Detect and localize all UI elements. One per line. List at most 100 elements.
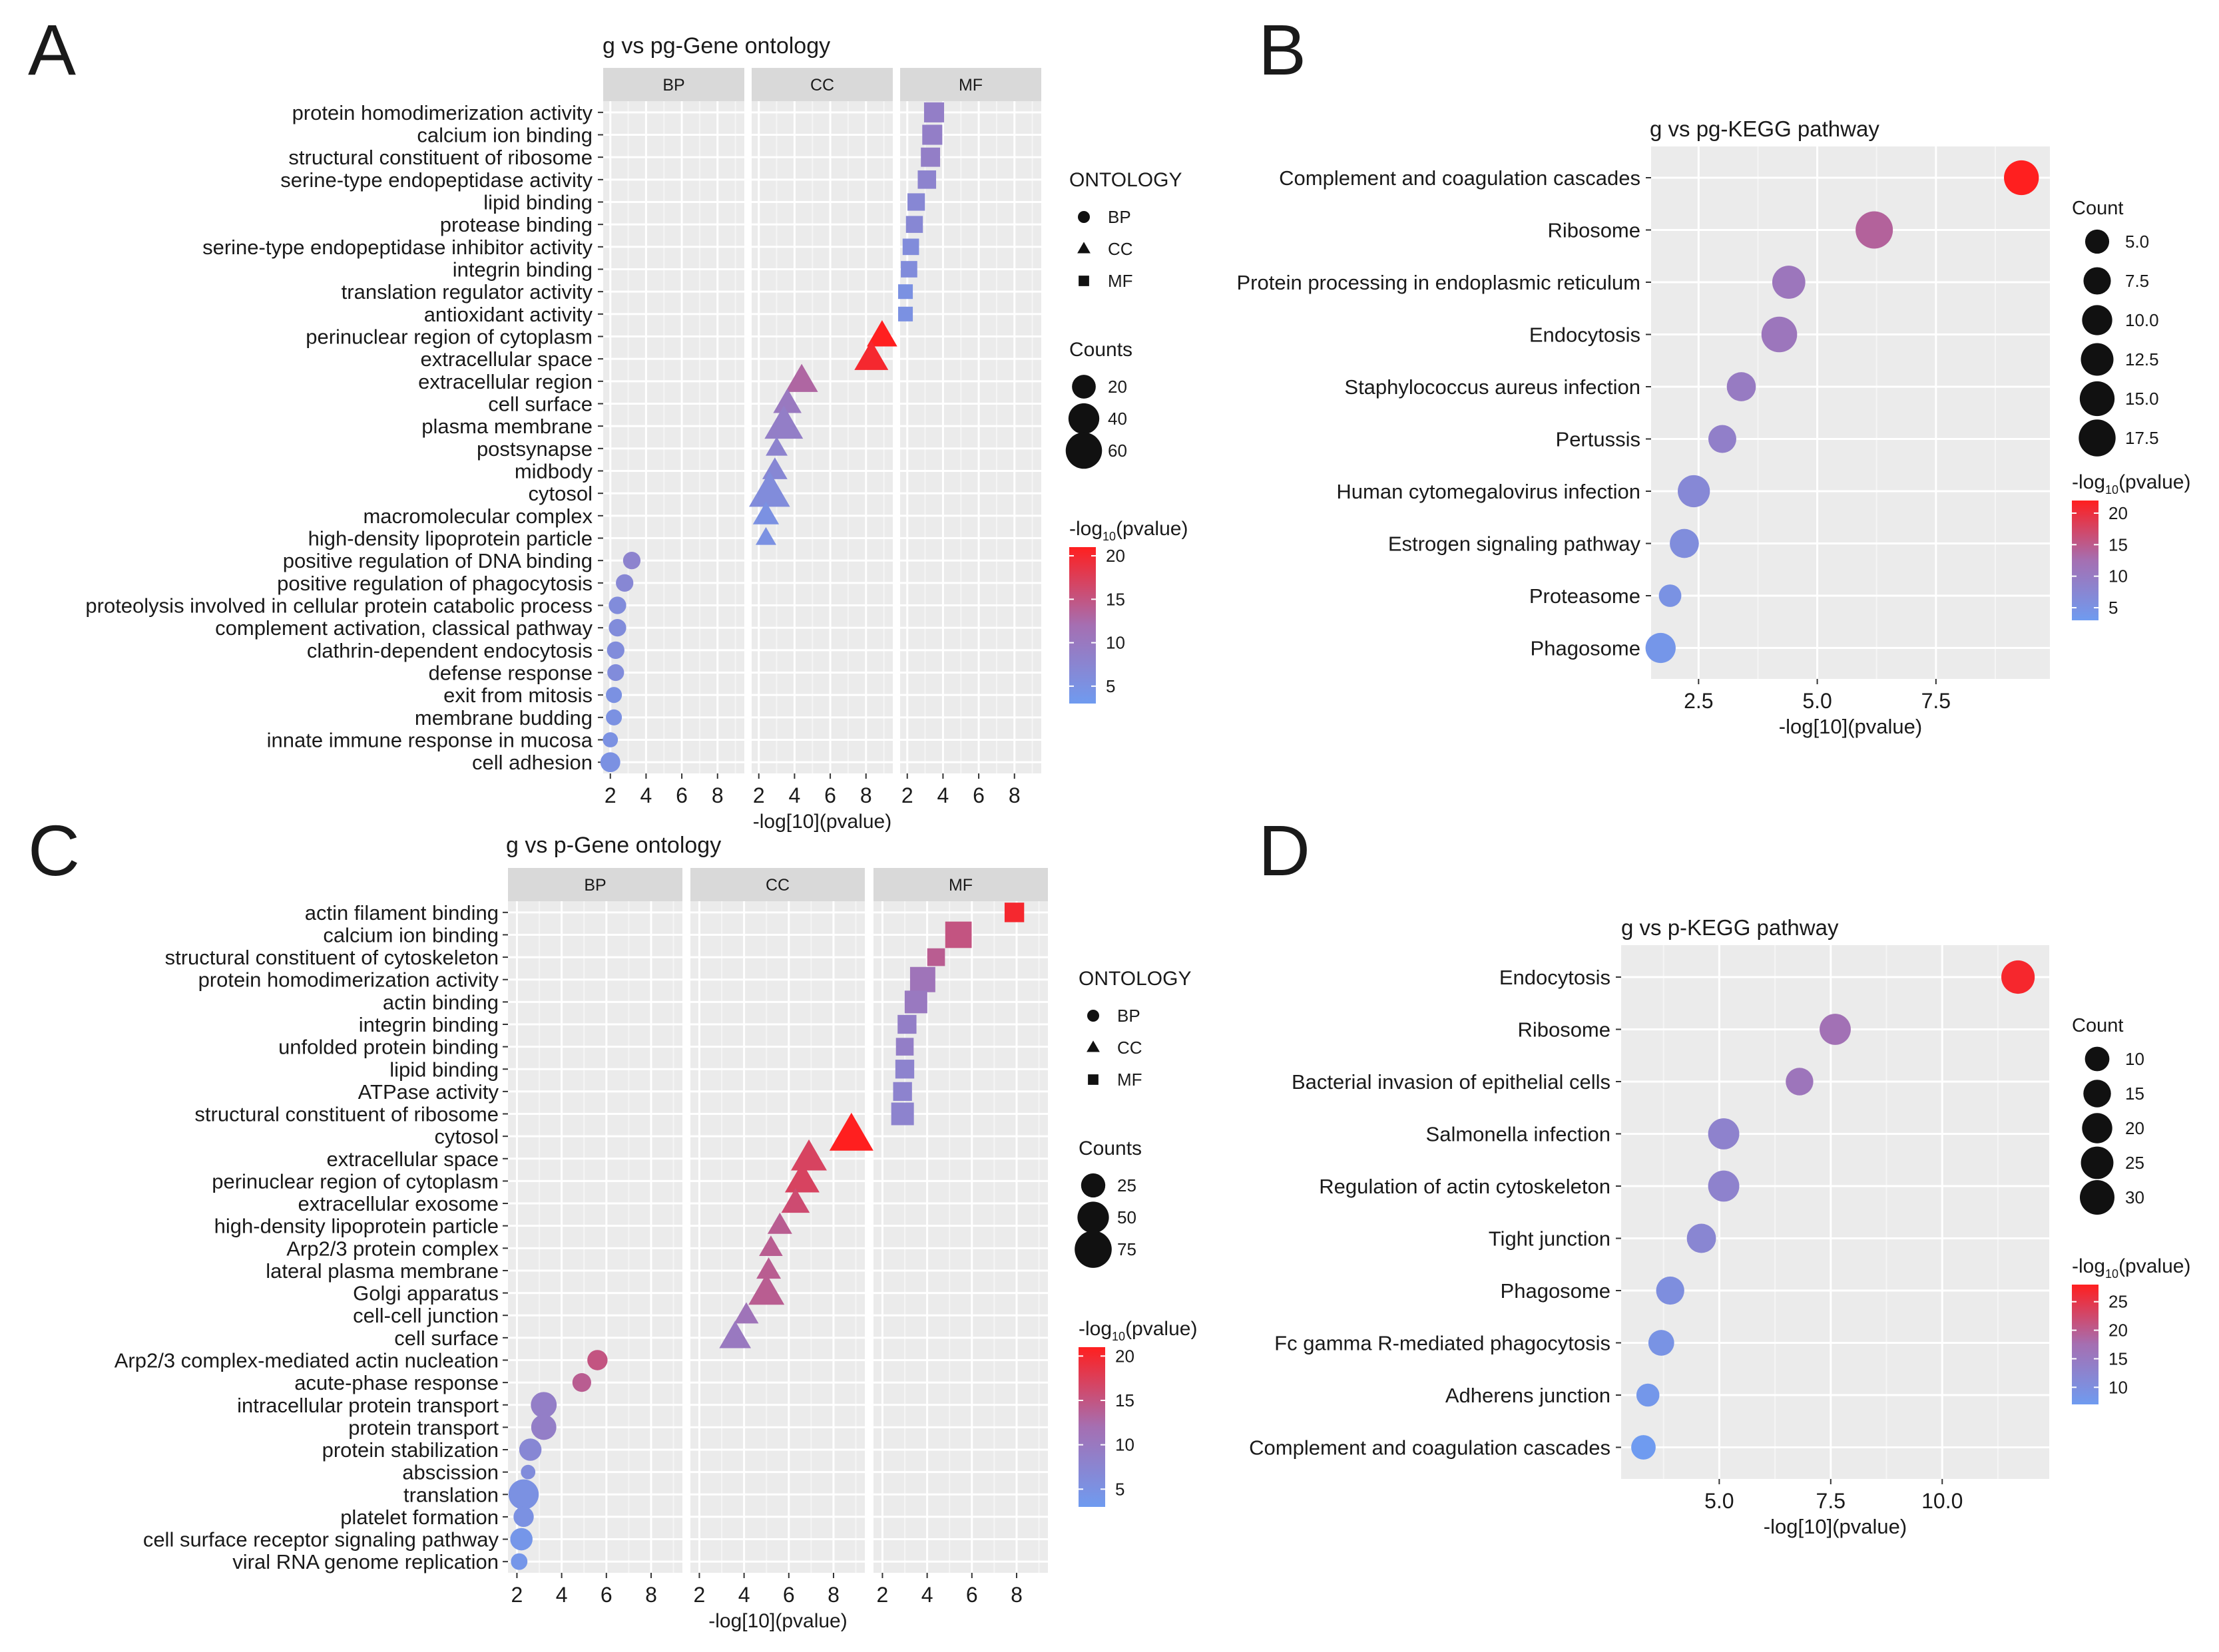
y-tick-label: antioxidant activity (424, 303, 593, 326)
y-tick-label: Salmonella infection (1426, 1123, 1610, 1146)
y-tick-label: protein transport (348, 1416, 499, 1439)
y-tick-label: structural constituent of ribosome (194, 1103, 499, 1126)
x-tick-label: 2 (877, 1583, 889, 1607)
data-point (609, 619, 626, 637)
colorbar-tick-label: 5 (1106, 676, 1115, 696)
legend-size-swatch (2082, 305, 2112, 335)
x-tick-label: 7.5 (1816, 1489, 1846, 1513)
facet-strip-cc (690, 868, 865, 901)
data-point (895, 1038, 914, 1056)
legend-size-swatch (1065, 432, 1103, 469)
legend-label: 10.0 (2125, 310, 2159, 330)
x-tick-label: 2 (511, 1583, 523, 1607)
y-tick-label: integrin binding (453, 258, 593, 282)
data-point (1708, 425, 1736, 453)
legend-shape (1079, 276, 1089, 286)
facet-label: CC (810, 76, 834, 95)
data-point (1670, 528, 1699, 558)
legend-title: Counts (1069, 339, 1132, 361)
data-point (907, 193, 925, 211)
y-tick-label: platelet formation (340, 1506, 499, 1529)
colorbar (2072, 1285, 2098, 1404)
legend-label: 10 (2125, 1049, 2144, 1069)
colorbar-tick-label: 20 (1106, 546, 1125, 566)
y-tick-label: cytosol (435, 1125, 499, 1148)
y-tick-label: membrane budding (415, 706, 593, 729)
y-tick-label: structural constituent of cytoskeleton (165, 946, 499, 969)
y-tick-label: Protein processing in endoplasmic reticu… (1236, 271, 1640, 294)
x-tick-label: 7.5 (1921, 689, 1951, 713)
x-tick-label: 6 (601, 1583, 613, 1607)
legend-label: 17.5 (2125, 428, 2159, 448)
data-point (829, 1112, 873, 1151)
facet-strip-mf (873, 868, 1048, 901)
data-point (752, 501, 780, 524)
y-tick-label: exit from mitosis (443, 684, 593, 707)
colorbar-tick-label: 20 (2108, 503, 2128, 523)
x-tick-label: 4 (789, 783, 801, 807)
y-tick-label: cell adhesion (472, 751, 593, 774)
data-point (784, 1162, 820, 1193)
x-tick-label: 8 (1011, 1583, 1023, 1607)
legend-size-swatch (2080, 1180, 2114, 1215)
legend-size-swatch (2079, 381, 2115, 417)
y-tick-label: serine-type endopeptidase inhibitor acti… (202, 236, 593, 259)
data-point (922, 124, 943, 145)
y-tick-label: Ribosome (1517, 1018, 1610, 1042)
y-tick-label: Phagosome (1531, 637, 1640, 660)
y-tick-label: cell surface (488, 393, 593, 416)
y-tick-label: lipid binding (389, 1058, 499, 1081)
facet-label: CC (766, 876, 790, 895)
facet-label: MF (959, 76, 983, 95)
y-tick-label: viral RNA genome replication (232, 1550, 499, 1573)
legend-size-swatch (1075, 1231, 1112, 1268)
legend-size-swatch (2085, 229, 2110, 254)
y-tick-label: extracellular exosome (298, 1192, 499, 1215)
legend-label: 15.0 (2125, 389, 2159, 409)
y-tick-label: lateral plasma membrane (266, 1259, 499, 1283)
colorbar-tick-label: 10 (1115, 1435, 1134, 1455)
colorbar-tick-label: 15 (1106, 589, 1125, 609)
facet-strip-bp (603, 68, 744, 101)
y-tick-label: Arp2/3 complex-mediated actin nucleation (115, 1348, 499, 1372)
legend-size-swatch (1077, 1201, 1109, 1233)
legend-size-swatch (1081, 1173, 1106, 1198)
data-point (2004, 160, 2039, 196)
legend-label: 12.5 (2125, 349, 2159, 369)
data-point (755, 526, 776, 545)
y-tick-label: extracellular region (418, 370, 593, 393)
legend-title: ONTOLOGY (1069, 169, 1182, 191)
y-tick-label: midbody (515, 460, 593, 483)
data-point (607, 641, 624, 659)
go-panel-c: g vs p-Gene ontology BP 2 4 6 8 CC 2 4 6 8 MF 2 4 6 8 ac… (115, 833, 1198, 1632)
y-tick-label: cell surface (394, 1327, 499, 1350)
data-point (606, 687, 622, 704)
colorbar-tick-label: 25 (2108, 1292, 2128, 1312)
x-tick-label: 6 (973, 783, 985, 807)
data-point (734, 1302, 759, 1324)
data-point (1708, 1118, 1740, 1149)
y-tick-label: perinuclear region of cytoplasm (306, 325, 593, 349)
y-tick-label: cell-cell junction (353, 1304, 499, 1327)
y-tick-label: Bacterial invasion of epithelial cells (1292, 1070, 1610, 1094)
legend-title: Count (2072, 198, 2123, 219)
facet-strip-cc (752, 68, 893, 101)
x-tick-label: 6 (824, 783, 836, 807)
facet-background (508, 901, 682, 1573)
data-point (893, 1082, 912, 1102)
data-point (1708, 1170, 1740, 1202)
legend-label: 40 (1108, 409, 1127, 429)
x-tick-label: 4 (937, 783, 949, 807)
colorbar-tick-label: 15 (2108, 534, 2128, 554)
data-point (923, 102, 945, 122)
legend-shape (1087, 1040, 1100, 1052)
data-point (1636, 1383, 1660, 1407)
legend-label: 50 (1117, 1207, 1136, 1227)
y-tick-label: Endocytosis (1499, 966, 1610, 989)
x-tick-label: 4 (738, 1583, 750, 1607)
data-point (901, 261, 917, 278)
panel-letter-b: B (1258, 9, 1306, 90)
